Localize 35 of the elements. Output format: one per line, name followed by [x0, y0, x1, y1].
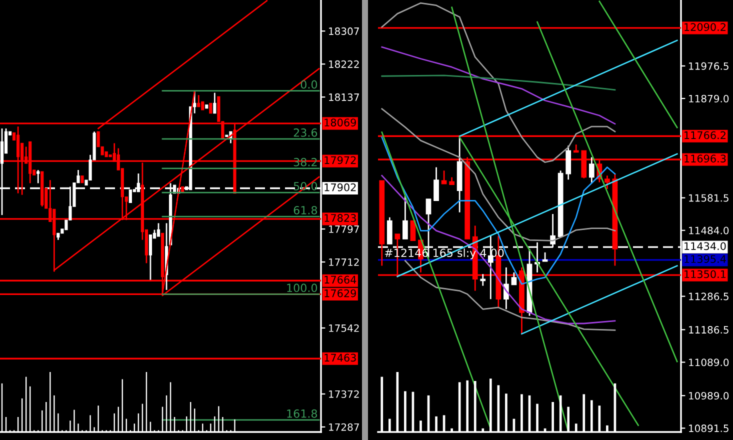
ref-line-label: 12090.2 — [684, 23, 726, 31]
y-tick-label: 17372 — [329, 390, 359, 398]
ref-line-label: 17664 — [324, 276, 356, 284]
ref-line-label: 17972 — [324, 156, 356, 164]
y-tick-label: 18137 — [329, 93, 359, 101]
ref-line-label: 17463 — [324, 354, 356, 362]
ref-line-label: 11434.0 — [684, 242, 726, 250]
annotation: 61.8 — [294, 206, 318, 214]
ref-line-label: 11395.4 — [684, 255, 726, 263]
ref-line-label: 11696.3 — [684, 154, 726, 162]
y-tick-label: 18307 — [329, 27, 359, 35]
y-tick-label: 17287 — [329, 423, 359, 431]
y-tick-label: 11089.0 — [689, 358, 729, 366]
y-tick-label: 11286.5 — [689, 292, 728, 300]
annotation: 100.0 — [287, 284, 318, 292]
ref-line-label: 11350.1 — [684, 270, 726, 278]
y-tick-label: 10891.5 — [689, 424, 728, 432]
ref-line-label: 17902 — [324, 183, 356, 192]
ref-line-label: 18069 — [324, 118, 356, 126]
y-tick-label: 11581.5 — [689, 194, 728, 202]
y-tick-label: 17712 — [329, 258, 359, 266]
annotation: 23.6 — [294, 128, 318, 137]
y-tick-label: 11484.0 — [689, 226, 729, 234]
ref-line-label: 11766.2 — [684, 131, 726, 140]
y-tick-label: 11976.5 — [689, 62, 728, 70]
annotation: 0.0 — [300, 80, 318, 89]
ref-line-label: 17629 — [324, 289, 356, 298]
ref-line-label: 17823 — [324, 214, 356, 222]
y-tick-label: 17797 — [329, 225, 359, 233]
y-tick-label: 18222 — [329, 60, 359, 68]
y-tick-label: 17542 — [329, 324, 359, 332]
annotation: 161.8 — [287, 409, 318, 418]
y-tick-label: 10989.0 — [689, 392, 729, 400]
y-tick-label: 11879.0 — [689, 94, 729, 102]
y-tick-label: 11186.5 — [689, 326, 728, 334]
